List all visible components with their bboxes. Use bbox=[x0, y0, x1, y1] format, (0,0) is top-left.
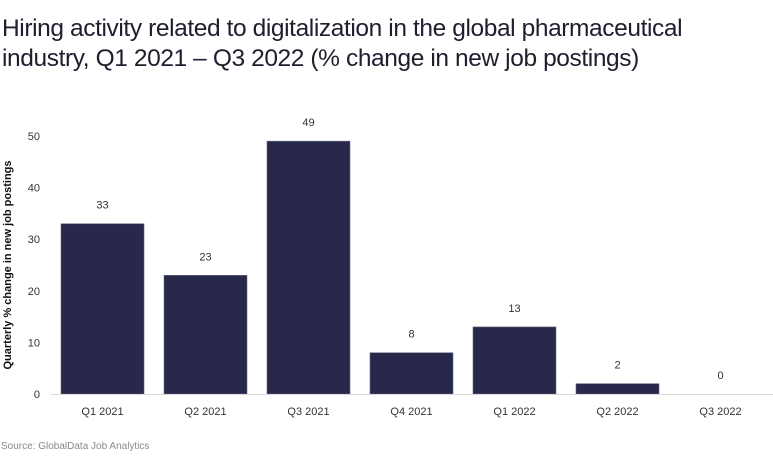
chart-title: Hiring activity related to digitalizatio… bbox=[2, 15, 683, 72]
y-tick-label: 10 bbox=[28, 337, 40, 349]
data-label: 2 bbox=[614, 360, 620, 372]
data-label: 0 bbox=[717, 370, 723, 382]
y-tick-label: 40 bbox=[28, 183, 40, 195]
bar-q1-2021 bbox=[60, 223, 145, 395]
bar-q3-2021 bbox=[266, 140, 351, 395]
bars bbox=[60, 140, 660, 395]
y-tick-label: 20 bbox=[28, 286, 40, 298]
x-tick-label: Q4 2021 bbox=[390, 406, 432, 418]
data-label: 49 bbox=[302, 117, 314, 129]
data-labels: 33 23 49 8 13 2 0 bbox=[96, 117, 723, 382]
data-label: 8 bbox=[408, 329, 414, 341]
data-label: 33 bbox=[96, 200, 108, 212]
source-note: Source: GlobalData Job Analytics bbox=[1, 441, 150, 452]
bar-q2-2022 bbox=[575, 383, 660, 395]
x-axis-ticks: Q1 2021 Q2 2021 Q3 2021 Q4 2021 Q1 2022 Q2 20… bbox=[81, 406, 741, 418]
x-tick-label: Q2 2021 bbox=[184, 406, 226, 418]
data-label: 23 bbox=[199, 251, 211, 263]
y-tick-label: 0 bbox=[34, 389, 40, 401]
bar-q4-2021 bbox=[369, 352, 454, 395]
x-tick-label: Q3 2021 bbox=[287, 406, 329, 418]
x-tick-label: Q3 2022 bbox=[699, 406, 741, 418]
y-axis-label: Quarterly % change in new job postings bbox=[2, 160, 14, 369]
x-tick-label: Q1 2022 bbox=[493, 406, 535, 418]
y-axis-ticks: 0 10 20 30 40 50 bbox=[28, 131, 40, 401]
x-tick-label: Q2 2022 bbox=[596, 406, 638, 418]
bar-q2-2021 bbox=[163, 275, 248, 395]
y-tick-label: 30 bbox=[28, 234, 40, 246]
data-label: 13 bbox=[508, 303, 520, 315]
x-tick-label: Q1 2021 bbox=[81, 406, 123, 418]
bar-q1-2022 bbox=[472, 326, 557, 395]
y-tick-label: 50 bbox=[28, 131, 40, 143]
